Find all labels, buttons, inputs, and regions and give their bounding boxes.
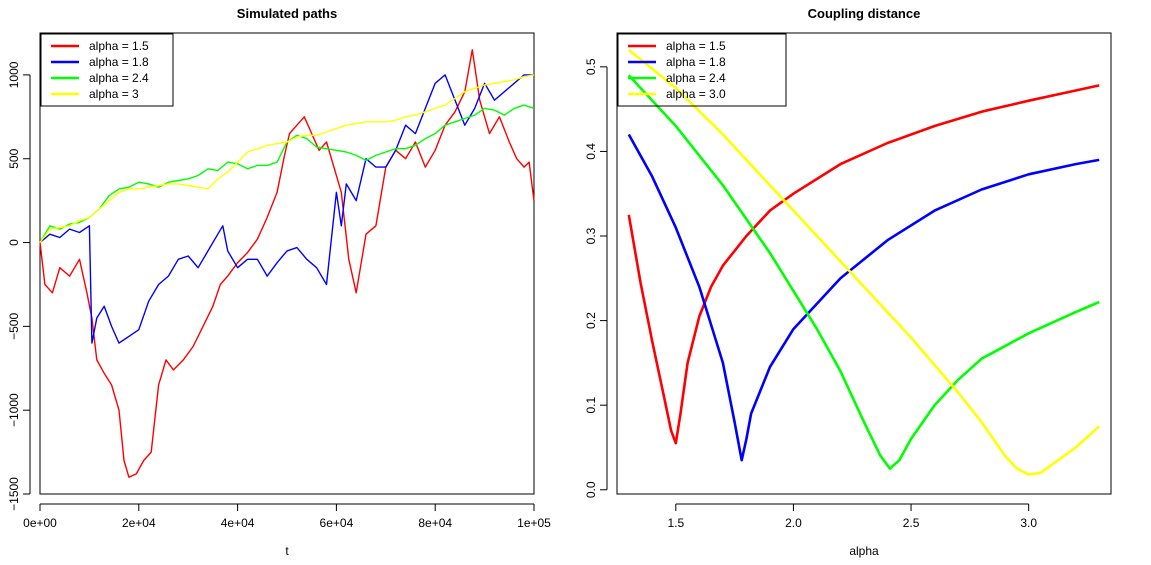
- y-tick-label: −1500: [7, 477, 21, 511]
- y-tick-label: 1000: [7, 61, 21, 88]
- series-line: [627, 74, 1100, 470]
- x-tick-label: 1e+05: [517, 516, 551, 530]
- legend-label: alpha = 1.5: [666, 39, 726, 53]
- x-tick-label: 4e+04: [221, 516, 255, 530]
- x-tick-label: 2e+04: [122, 516, 156, 530]
- series-line: [39, 49, 535, 478]
- x-tick-label: 8e+04: [418, 516, 452, 530]
- y-tick-label: −500: [7, 313, 21, 340]
- series-line: [627, 48, 1101, 476]
- legend-label: alpha = 1.8: [666, 55, 726, 69]
- y-tick-label: −1000: [7, 393, 21, 427]
- y-tick-label: 0: [7, 239, 21, 246]
- x-axis-label: t: [285, 544, 289, 558]
- legend-label: alpha = 2.4: [666, 71, 726, 85]
- y-tick-label: 0.0: [584, 481, 598, 498]
- x-tick-label: 1.5: [667, 516, 684, 530]
- y-tick-label: 0.3: [584, 227, 598, 244]
- chart-title: Coupling distance: [808, 6, 921, 21]
- series-line: [39, 74, 534, 344]
- x-axis-label: alpha: [849, 544, 879, 558]
- y-tick-label: 0.5: [584, 58, 598, 75]
- legend-label: alpha = 3.0: [666, 87, 726, 101]
- y-tick-label: 0.4: [584, 143, 598, 160]
- x-tick-label: 2.0: [785, 516, 802, 530]
- x-tick-label: 3.0: [1020, 516, 1037, 530]
- x-tick-label: 6e+04: [320, 516, 354, 530]
- legend-box: [617, 33, 787, 107]
- series-line: [627, 84, 1100, 445]
- legend-label: alpha = 1.8: [89, 55, 149, 69]
- simulated-paths-chart: Simulated paths t 0e+00 2e+04 4e+04 6e+04 8e…: [7, 6, 551, 558]
- series-line: [39, 74, 535, 243]
- chart-title: Simulated paths: [237, 6, 337, 21]
- coupling-distance-chart: Coupling distance alpha 1.5 2.0 2.5 3.0 0.0 0…: [584, 6, 1112, 558]
- legend-label: alpha = 2.4: [89, 71, 149, 85]
- plot-frame: [616, 32, 1112, 495]
- x-tick-label: 0e+00: [23, 516, 57, 530]
- legend-label: alpha = 1.5: [89, 39, 149, 53]
- x-tick-label: 2.5: [903, 516, 920, 530]
- y-tick-label: 0.2: [584, 312, 598, 329]
- plot-frame: [39, 32, 535, 495]
- y-tick-label: 0.1: [584, 397, 598, 414]
- y-tick-label: 500: [7, 148, 21, 168]
- series-line: [627, 133, 1100, 462]
- legend-label: alpha = 3: [89, 87, 139, 101]
